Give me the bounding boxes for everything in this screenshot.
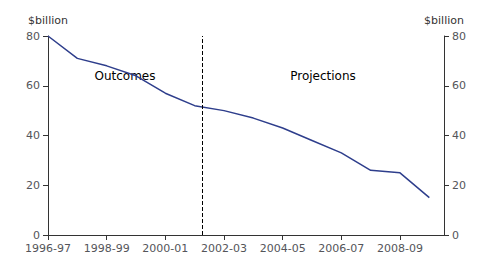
svg-text:40: 40 xyxy=(452,129,466,142)
svg-text:2008-09: 2008-09 xyxy=(377,242,423,255)
svg-text:0: 0 xyxy=(452,229,459,242)
svg-text:1998-99: 1998-99 xyxy=(84,242,130,255)
svg-text:60: 60 xyxy=(452,79,466,92)
svg-text:Projections: Projections xyxy=(290,69,356,83)
svg-text:80: 80 xyxy=(26,30,40,43)
svg-text:$billion: $billion xyxy=(28,14,68,27)
svg-text:1996-97: 1996-97 xyxy=(25,242,71,255)
svg-text:2002-03: 2002-03 xyxy=(201,242,247,255)
svg-text:Outcomes: Outcomes xyxy=(94,69,155,83)
svg-text:20: 20 xyxy=(452,179,466,192)
svg-text:80: 80 xyxy=(452,30,466,43)
svg-text:40: 40 xyxy=(26,129,40,142)
svg-text:60: 60 xyxy=(26,79,40,92)
svg-text:2000-01: 2000-01 xyxy=(142,242,188,255)
svg-text:$billion: $billion xyxy=(424,14,464,27)
svg-text:20: 20 xyxy=(26,179,40,192)
svg-text:2006-07: 2006-07 xyxy=(318,242,364,255)
svg-text:0: 0 xyxy=(33,229,40,242)
svg-text:2004-05: 2004-05 xyxy=(260,242,306,255)
